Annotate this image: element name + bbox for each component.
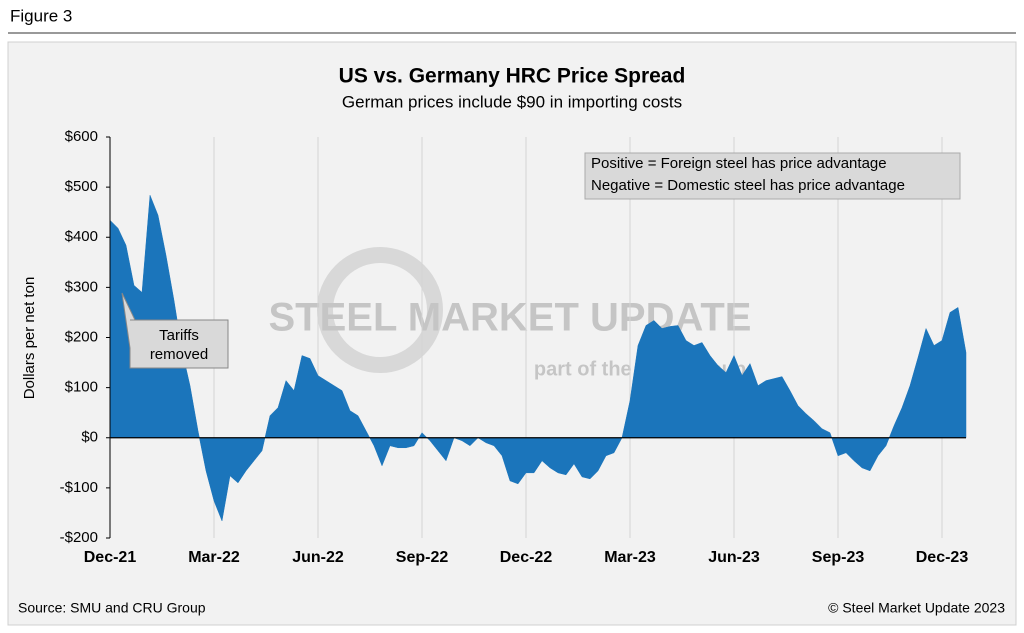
chart-title: US vs. Germany HRC Price Spread — [339, 65, 686, 88]
copyright: © Steel Market Update 2023 — [828, 600, 1005, 616]
annotation-text: Tariffs — [159, 327, 199, 344]
x-tick-label: Jun-23 — [708, 549, 760, 566]
x-tick-label: Dec-21 — [84, 549, 137, 566]
y-tick-label: $300 — [65, 278, 98, 295]
y-tick-label: -$200 — [60, 529, 98, 546]
y-tick-label: $200 — [65, 328, 98, 345]
chart-subtitle: German prices include $90 in importing c… — [342, 92, 682, 111]
x-tick-label: Mar-23 — [604, 549, 656, 566]
x-tick-label: Jun-22 — [292, 549, 344, 566]
y-tick-label: $600 — [65, 128, 98, 145]
y-tick-label: $500 — [65, 178, 98, 195]
x-tick-label: Mar-22 — [188, 549, 240, 566]
y-tick-label: -$100 — [60, 479, 98, 496]
y-tick-label: $100 — [65, 379, 98, 396]
watermark-logo — [317, 247, 443, 373]
y-tick-label: $0 — [81, 429, 98, 446]
y-tick-label: $400 — [65, 228, 98, 245]
x-tick-label: Sep-23 — [812, 549, 865, 566]
figure-label: Figure 3 — [10, 6, 72, 25]
x-tick-label: Sep-22 — [396, 549, 449, 566]
annotation-callout — [121, 292, 229, 369]
x-tick-label: Dec-22 — [500, 549, 553, 566]
note-line: Negative = Domestic steel has price adva… — [591, 177, 905, 194]
note-box — [584, 152, 961, 200]
annotation-text: removed — [150, 346, 208, 363]
y-axis-label: Dollars per net ton — [21, 277, 38, 400]
x-tick-label: Dec-23 — [916, 549, 969, 566]
area — [109, 195, 967, 522]
source: Source: SMU and CRU Group — [18, 600, 206, 616]
note-line: Positive = Foreign steel has price advan… — [591, 155, 887, 172]
